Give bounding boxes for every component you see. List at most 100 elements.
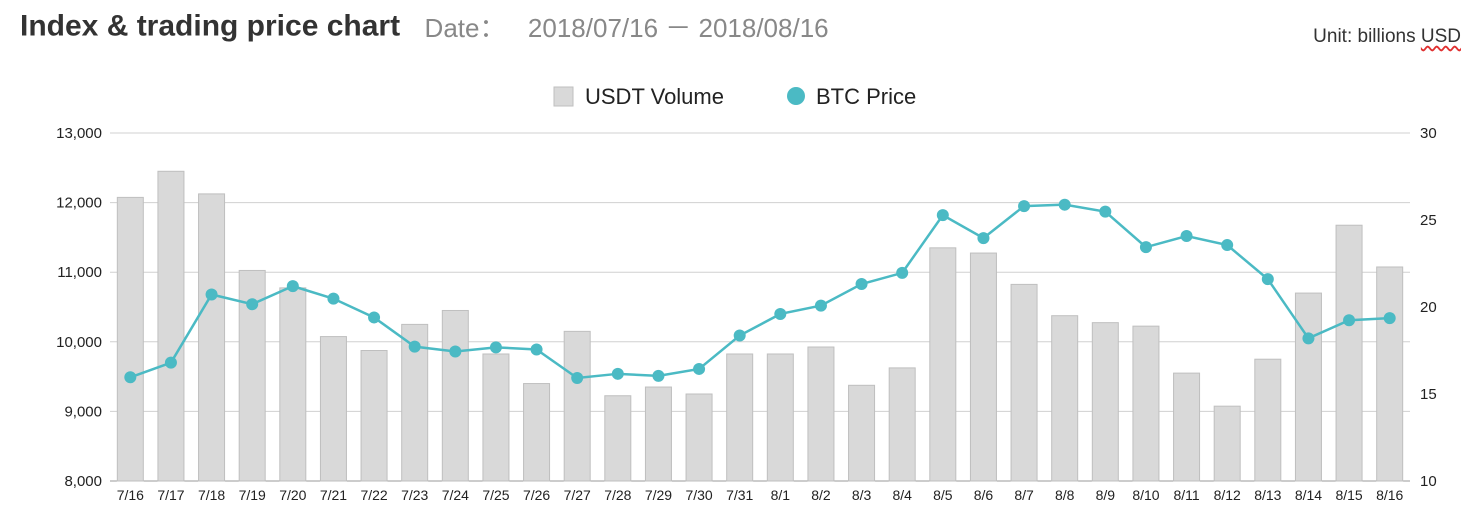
x-tick-label: 7/24 <box>442 487 469 503</box>
volume-bar <box>644 386 672 482</box>
price-point <box>855 278 868 291</box>
price-point <box>1180 230 1193 243</box>
x-tick-label: 8/5 <box>933 487 953 503</box>
x-tick-label: 8/6 <box>974 487 994 503</box>
price-point <box>449 345 462 358</box>
x-tick-label: 7/23 <box>401 487 428 503</box>
volume-bar <box>1254 358 1282 482</box>
x-tick-label: 8/13 <box>1254 487 1281 503</box>
price-point <box>977 232 990 245</box>
x-tick-label: 7/18 <box>198 487 225 503</box>
x-tick-label: 8/14 <box>1295 487 1322 503</box>
volume-bar <box>279 287 307 482</box>
volume-bar <box>1294 292 1322 482</box>
x-tick-label: 7/29 <box>645 487 672 503</box>
volume-bar <box>1173 372 1201 482</box>
volume-bar <box>1051 315 1079 482</box>
volume-bar <box>848 384 876 482</box>
volume-bar <box>563 330 591 482</box>
y-right-tick-label: 25 <box>1420 212 1437 229</box>
volume-bar <box>726 353 754 482</box>
x-tick-label: 7/22 <box>360 487 387 503</box>
volume-bar <box>482 353 510 482</box>
volume-bar <box>929 247 957 482</box>
volume-bar <box>319 336 347 482</box>
x-tick-label: 8/12 <box>1214 487 1241 503</box>
price-point <box>246 298 259 311</box>
x-tick-label: 7/25 <box>482 487 509 503</box>
price-point <box>896 266 909 279</box>
y-right-tick-label: 30 <box>1420 125 1437 142</box>
volume-bar <box>969 252 997 482</box>
price-point <box>489 341 502 354</box>
legend-swatch-price <box>787 87 805 105</box>
unit-word: USD <box>1420 26 1461 47</box>
x-tick-label: 8/1 <box>771 487 791 503</box>
legend-swatch-volume <box>553 86 574 107</box>
volume-bar <box>1010 283 1038 482</box>
x-tick-label: 8/4 <box>892 487 912 503</box>
price-point <box>205 288 218 301</box>
price-point <box>164 356 177 369</box>
volume-bars <box>116 170 1404 482</box>
price-point <box>571 371 584 384</box>
price-point <box>327 292 340 305</box>
price-point <box>652 369 665 382</box>
chart-header: Index & trading price chart Date： 2018/0… <box>20 8 829 48</box>
y-right-tick-label: 20 <box>1420 299 1437 316</box>
legend-label-volume: USDT Volume <box>585 84 724 109</box>
x-tick-label: 8/16 <box>1376 487 1403 503</box>
volume-bar <box>604 395 632 482</box>
volume-bar <box>1376 266 1404 482</box>
x-tick-label: 7/30 <box>685 487 712 503</box>
volume-bar <box>807 346 835 482</box>
price-point <box>1018 200 1031 213</box>
date-label: Date： <box>424 13 506 43</box>
x-tick-label: 8/15 <box>1335 487 1362 503</box>
volume-bar <box>523 383 551 482</box>
x-tick-label: 7/17 <box>157 487 184 503</box>
x-tick-label: 7/28 <box>604 487 631 503</box>
unit-prefix: Unit: billions <box>1313 26 1421 47</box>
x-tick-label: 8/3 <box>852 487 872 503</box>
price-point <box>1139 241 1152 254</box>
x-tick-label: 7/19 <box>239 487 266 503</box>
volume-bar <box>1335 224 1363 482</box>
x-tick-label: 8/11 <box>1173 487 1199 503</box>
y-left-tick-label: 10,000 <box>56 334 102 351</box>
x-tick-label: 7/31 <box>726 487 753 503</box>
y-left-tick-label: 12,000 <box>56 195 102 212</box>
price-point <box>693 362 706 375</box>
x-tick-label: 8/2 <box>811 487 831 503</box>
x-tick-label: 8/8 <box>1055 487 1075 503</box>
volume-bar <box>157 170 185 482</box>
price-point <box>1343 314 1356 327</box>
price-point <box>530 343 543 356</box>
x-tick-label: 7/27 <box>564 487 591 503</box>
date-range: 2018/07/16 － 2018/08/16 <box>527 13 829 43</box>
legend-label-price: BTC Price <box>816 84 916 109</box>
x-tick-label: 7/21 <box>320 487 347 503</box>
volume-bar <box>1091 322 1119 482</box>
price-point <box>1302 332 1315 345</box>
y-left-tick-label: 9,000 <box>64 403 102 420</box>
price-point <box>368 311 381 324</box>
price-point <box>286 280 299 293</box>
price-point <box>733 329 746 342</box>
y-right-tick-label: 15 <box>1420 386 1437 403</box>
price-point <box>1099 205 1112 218</box>
price-point <box>611 367 624 380</box>
y-left-tick-label: 11,000 <box>57 264 102 281</box>
price-point <box>1221 239 1234 252</box>
volume-bar <box>766 353 794 482</box>
price-point <box>1261 273 1274 286</box>
volume-bar <box>116 196 144 482</box>
volume-bar <box>888 367 916 482</box>
price-point <box>408 340 421 353</box>
y-left-tick-label: 13,000 <box>56 125 102 142</box>
unit-label: Unit: billions USD <box>1313 26 1461 48</box>
price-line-path <box>129 203 1390 380</box>
volume-bar <box>1213 405 1241 482</box>
legend: USDT Volume BTC Price <box>553 84 916 109</box>
x-tick-label: 8/10 <box>1132 487 1159 503</box>
